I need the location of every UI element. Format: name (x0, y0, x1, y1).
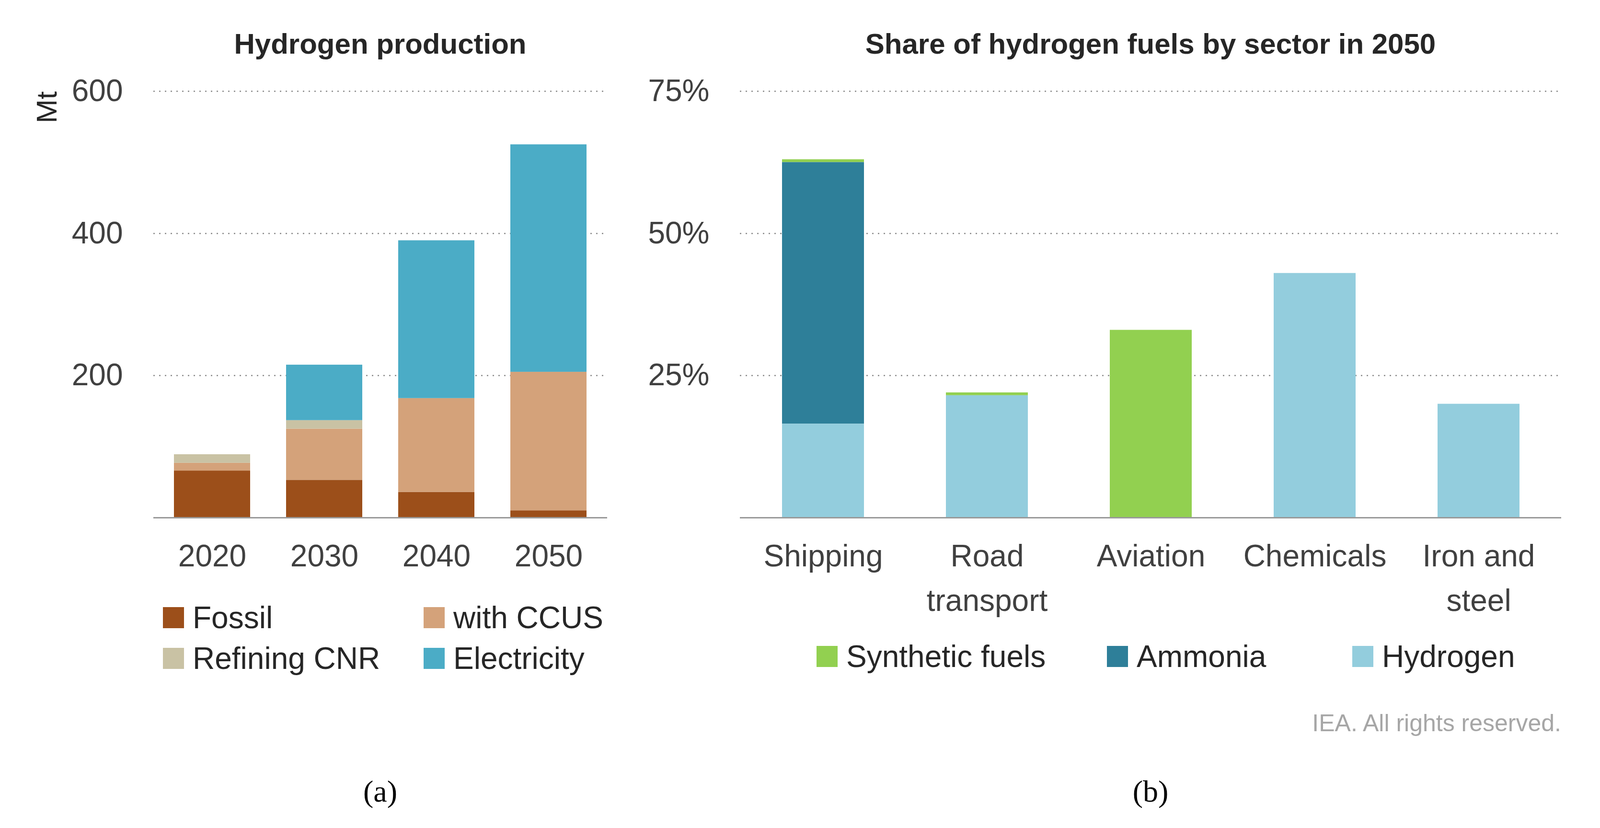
svg-text:75%: 75% (647, 73, 710, 108)
html-text:with CCUS: with CCUS (453, 600, 604, 635)
html-text:Electricity: Electricity (453, 641, 585, 676)
svg-text:2020: 2020 (178, 538, 247, 574)
svg-text:Aviation: Aviation (1096, 538, 1206, 574)
html-text:Refining CNR: Refining CNR (192, 641, 381, 676)
svg-text:2040: 2040 (402, 538, 471, 574)
svg-text:200: 200 (71, 357, 124, 392)
html-text:Fossil: Fossil (192, 600, 273, 635)
svg-text:Iron andsteel: Iron andsteel (1422, 538, 1536, 618)
svg-text:Shipping: Shipping (763, 538, 883, 574)
svg-text:400: 400 (71, 215, 124, 251)
html-text:(a): (a) (363, 774, 398, 809)
svg-text:25%: 25% (647, 357, 710, 392)
html-text:Hydrogen production: Hydrogen production (234, 27, 527, 60)
svg-text:50%: 50% (647, 215, 710, 251)
svg-text:Chemicals: Chemicals (1243, 538, 1387, 574)
svg-text:2050: 2050 (514, 538, 583, 574)
html-text:IEA. All rights reserved.: IEA. All rights reserved. (1312, 709, 1562, 737)
html-text:Ammonia: Ammonia (1136, 639, 1267, 674)
html-text:Hydrogen: Hydrogen (1381, 639, 1515, 674)
html-text:Synthetic fuels: Synthetic fuels (846, 639, 1046, 674)
svg-text:600: 600 (71, 73, 124, 108)
svg-text:Roadtransport: Roadtransport (926, 538, 1048, 618)
html-text:Share of hydrogen fuels by sec: Share of hydrogen fuels by sector in 205… (865, 27, 1436, 60)
svg-text:2030: 2030 (290, 538, 359, 574)
html-text:(b): (b) (1132, 774, 1169, 809)
svg-text:Mt: Mt (30, 91, 63, 124)
